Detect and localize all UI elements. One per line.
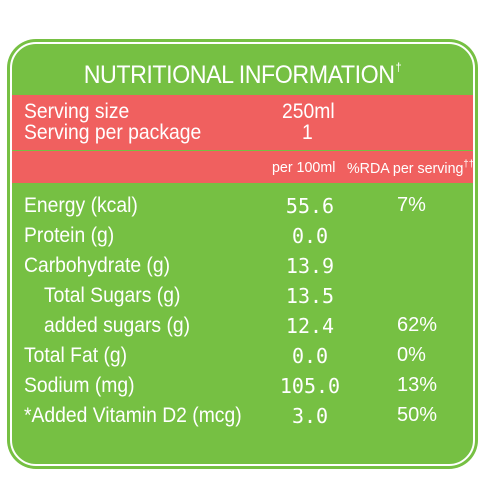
table-row: Sodium (mg) 105.0 13% <box>12 374 473 404</box>
panel-title: NUTRITIONAL INFORMATION† <box>28 60 457 90</box>
serving-per-package-label: Serving per package <box>24 121 202 144</box>
nutrient-rda: 0% <box>397 344 426 366</box>
nutrient-value: 3.0 <box>291 404 329 428</box>
column-header-rda: %RDA per serving†† <box>347 159 475 177</box>
table-row: Total Fat (g) 0.0 0% <box>12 344 473 374</box>
nutrient-value: 12.4 <box>285 314 335 338</box>
column-header-per100: per 100ml <box>272 159 336 176</box>
column-header-rda-text: %RDA per serving <box>347 160 464 177</box>
nutrient-value: 0.0 <box>291 344 329 368</box>
serving-per-package-value: 1 <box>302 121 313 144</box>
nutrient-rda: 13% <box>397 374 438 396</box>
nutrient-name: *Added Vitamin D2 (mcg) <box>24 404 242 427</box>
serving-size-value: 250ml <box>282 100 335 123</box>
table-row: Carbohydrate (g) 13.9 <box>12 254 473 284</box>
nutrient-rda: 7% <box>397 194 426 216</box>
nutrient-name: Sodium (mg) <box>24 374 135 397</box>
nutrient-value: 55.6 <box>285 194 335 218</box>
nutrient-value: 13.5 <box>285 284 335 308</box>
nutrient-name: Carbohydrate (g) <box>24 254 171 277</box>
column-header-band <box>12 151 473 183</box>
nutrient-name: Total Fat (g) <box>24 344 128 367</box>
serving-size-label: Serving size <box>24 100 130 123</box>
serving-band: Serving size 250ml Serving per package 1 <box>12 95 473 150</box>
table-row: *Added Vitamin D2 (mcg) 3.0 50% <box>12 404 473 434</box>
title-dagger-mark: † <box>395 60 402 74</box>
nutrient-rda: 62% <box>397 314 438 336</box>
table-row: added sugars (g) 12.4 62% <box>12 314 473 344</box>
nutrient-name: Protein (g) <box>24 224 115 247</box>
nutrient-name: Total Sugars (g) <box>44 284 181 307</box>
nutrient-value: 105.0 <box>279 374 341 398</box>
nutrient-value: 0.0 <box>291 224 329 248</box>
table-row: Energy (kcal) 55.6 7% <box>12 194 473 224</box>
panel-title-text: NUTRITIONAL INFORMATION <box>83 61 395 89</box>
table-row: Protein (g) 0.0 <box>12 224 473 254</box>
nutrient-rda: 50% <box>397 404 438 426</box>
nutrition-label-panel: NUTRITIONAL INFORMATION† Serving size 25… <box>10 42 475 466</box>
table-row: Total Sugars (g) 13.5 <box>12 284 473 314</box>
rda-double-dagger-mark: †† <box>463 159 475 170</box>
nutrient-name: Energy (kcal) <box>24 194 138 217</box>
nutrient-name: added sugars (g) <box>44 314 191 337</box>
nutrient-value: 13.9 <box>285 254 335 278</box>
